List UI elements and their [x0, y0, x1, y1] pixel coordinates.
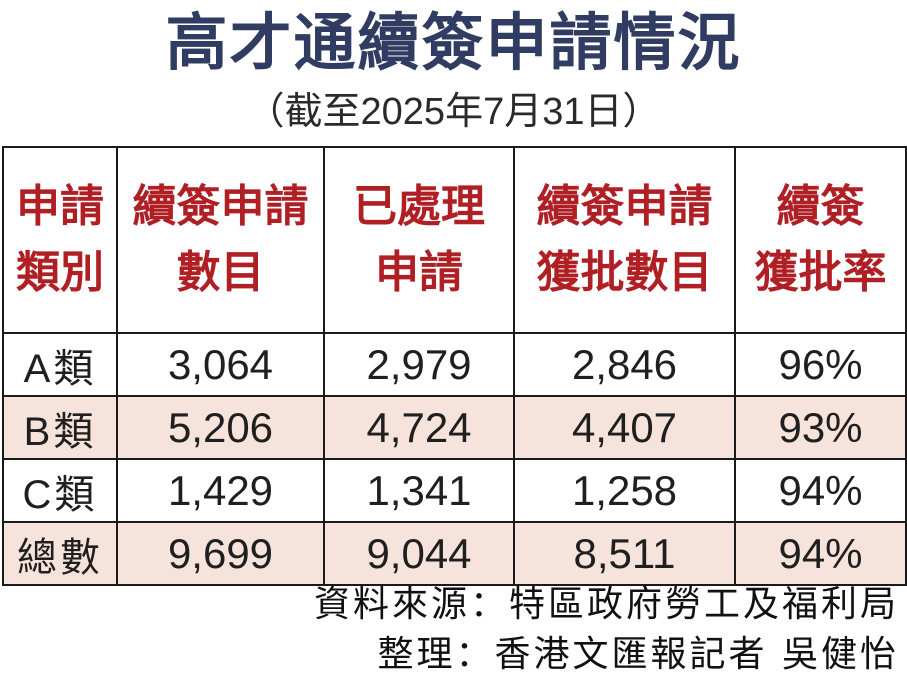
- col-header-line: 數目: [176, 248, 265, 297]
- col-header-line: 獲批率: [754, 248, 887, 297]
- page-subtitle: （截至2025年7月31日）: [246, 91, 661, 133]
- cell-approval-rate: 96%: [734, 332, 907, 397]
- cell-approved: 2,846: [513, 332, 736, 397]
- col-header-line: 獲批數目: [536, 248, 713, 297]
- cell-applications: 3,064: [116, 332, 325, 397]
- table-row-type-c: C類 1,429 1,341 1,258 94%: [2, 458, 907, 523]
- cell-approval-rate: 93%: [734, 395, 907, 460]
- col-header-line: 申請: [375, 248, 463, 297]
- credit-note: 整理：香港文匯報記者 吳健怡: [377, 634, 899, 675]
- col-header-line: 續簽: [776, 182, 865, 231]
- renewal-stats-table: 申請 類別 續簽申請 數目 已處理 申請 續簽申請 獲批數目 續簽 獲批率 A類: [2, 146, 907, 586]
- cell-processed: 1,341: [323, 458, 515, 523]
- col-header-approval-rate: 續簽 獲批率: [734, 146, 907, 334]
- page-title: 高才通續簽申請情況: [165, 9, 742, 78]
- col-header-approved: 續簽申請 獲批數目: [513, 146, 736, 334]
- col-header-line: 續簽申請: [132, 182, 309, 231]
- table-header-row: 申請 類別 續簽申請 數目 已處理 申請 續簽申請 獲批數目 續簽 獲批率: [2, 146, 907, 334]
- col-header-category: 申請 類別: [2, 146, 118, 334]
- col-header-applications: 續簽申請 數目: [116, 146, 325, 334]
- cell-approval-rate: 94%: [734, 458, 907, 523]
- cell-category: C類: [2, 458, 118, 523]
- table-row-type-a: A類 3,064 2,979 2,846 96%: [2, 332, 907, 397]
- cell-applications: 9,699: [116, 521, 325, 586]
- cell-category: A類: [2, 332, 118, 397]
- cell-processed: 9,044: [323, 521, 515, 586]
- col-header-line: 已處理: [353, 182, 485, 231]
- source-note: 資料來源：特區政府勞工及福利局: [313, 584, 899, 625]
- cell-category: 總數: [2, 521, 118, 586]
- cell-applications: 5,206: [116, 395, 325, 460]
- cell-approved: 4,407: [513, 395, 736, 460]
- cell-applications: 1,429: [116, 458, 325, 523]
- table-row-total: 總數 9,699 9,044 8,511 94%: [2, 521, 907, 586]
- cell-category: B類: [2, 395, 118, 460]
- cell-approved: 1,258: [513, 458, 736, 523]
- cell-approved: 8,511: [513, 521, 736, 586]
- col-header-line: 申請: [16, 182, 104, 231]
- cell-processed: 2,979: [323, 332, 515, 397]
- cell-approval-rate: 94%: [734, 521, 907, 586]
- cell-processed: 4,724: [323, 395, 515, 460]
- table-row-type-b: B類 5,206 4,724 4,407 93%: [2, 395, 907, 460]
- col-header-processed: 已處理 申請: [323, 146, 515, 334]
- col-header-line: 續簽申請: [536, 182, 713, 231]
- col-header-line: 類別: [16, 248, 104, 297]
